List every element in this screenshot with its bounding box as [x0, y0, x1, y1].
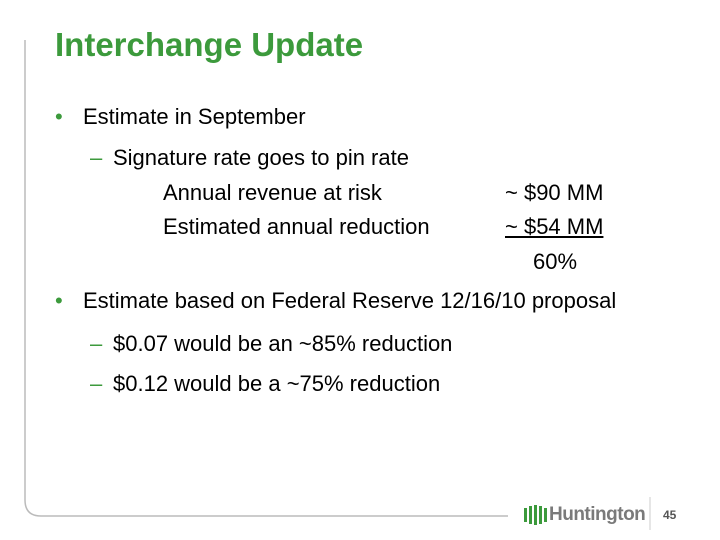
bullet: • — [55, 104, 63, 129]
logo-icon — [524, 505, 547, 525]
page-number: 45 — [663, 508, 677, 522]
sub-bullet-text: $0.12 would be a ~75% reduction — [113, 371, 441, 396]
row-label: Annual revenue at risk — [163, 180, 382, 205]
bullet: • — [55, 288, 63, 313]
dash: – — [90, 371, 103, 396]
logo-text: Huntington — [549, 504, 646, 525]
row-value: ~ $90 MM — [505, 180, 604, 205]
dash: – — [90, 331, 103, 356]
dash: – — [90, 145, 103, 170]
bullet-text: Estimate in September — [83, 104, 306, 129]
sub-bullet-text: $0.07 would be an ~85% reduction — [113, 331, 453, 356]
row-value: ~ $54 MM — [505, 214, 604, 239]
title: Interchange Update — [55, 26, 364, 63]
frame-line — [24, 40, 508, 517]
row-label: Estimated annual reduction — [163, 214, 430, 239]
bullet-text: Estimate based on Federal Reserve 12/16/… — [83, 288, 617, 313]
sub-bullet-text: Signature rate goes to pin rate — [113, 145, 409, 170]
result: 60% — [533, 249, 578, 274]
